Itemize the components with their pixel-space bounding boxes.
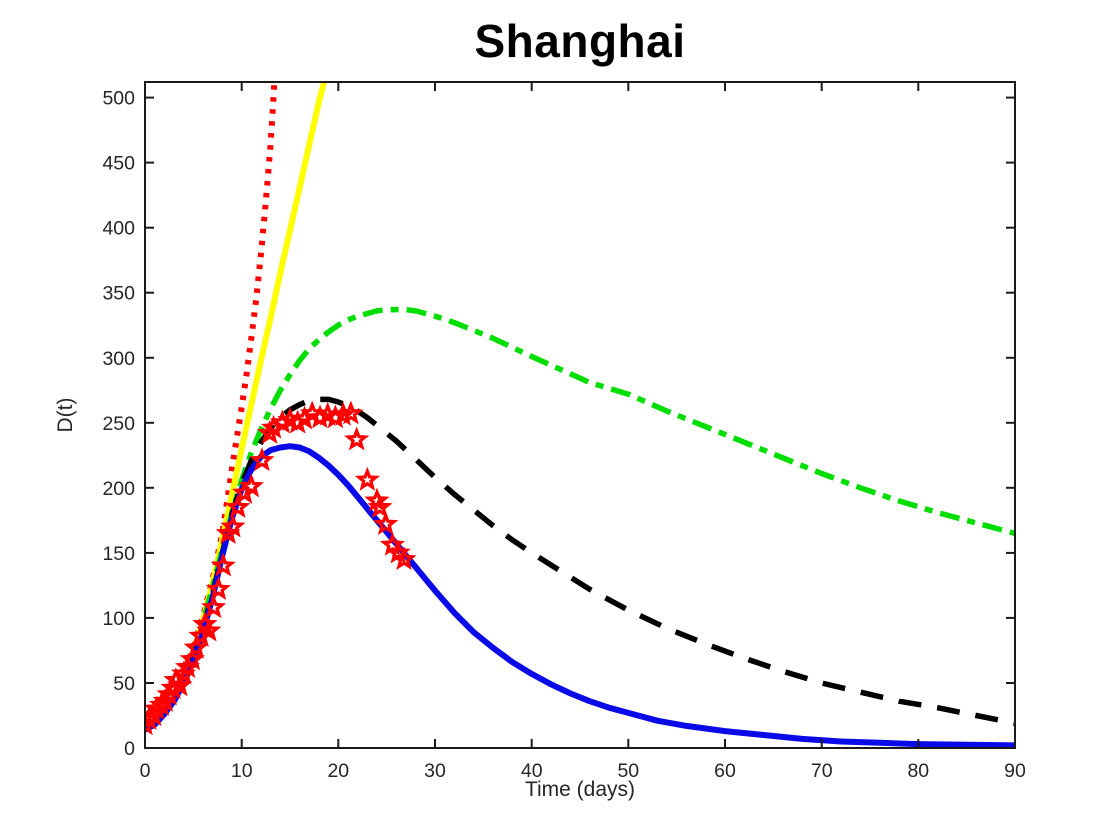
data-marker — [201, 594, 227, 619]
data-marker — [179, 646, 205, 671]
data-marker — [338, 400, 364, 425]
data-marker — [354, 466, 380, 491]
curve-red-dotted-model — [145, 82, 278, 730]
data-marker — [367, 494, 393, 519]
curve-green-dashdot-model — [145, 306, 1015, 731]
x-tick-label: 0 — [140, 760, 151, 782]
data-marker — [344, 426, 370, 451]
y-tick-label: 500 — [102, 88, 135, 110]
x-axis-ticks: 0 10 20 30 40 50 60 70 80 90 — [140, 82, 1026, 782]
data-marker — [322, 404, 348, 429]
data-marker — [220, 513, 246, 538]
y-tick-label: 300 — [102, 348, 135, 370]
x-tick-label: 40 — [521, 760, 543, 782]
data-marker — [238, 473, 264, 498]
x-tick-label: 50 — [617, 760, 639, 782]
x-tick-label: 30 — [424, 760, 446, 782]
data-marker — [373, 511, 399, 535]
data-marker — [183, 634, 209, 659]
plot-background — [145, 82, 1015, 748]
data-marker — [205, 576, 231, 600]
y-tick-label: 0 — [124, 738, 135, 760]
axes-box — [144, 81, 1016, 749]
chart-title: Shanghai — [474, 15, 686, 67]
data-marker — [210, 552, 236, 577]
curves — [145, 82, 1015, 748]
x-tick-label: 10 — [231, 760, 253, 782]
y-tick-label: 50 — [113, 673, 135, 695]
x-tick-label: 20 — [327, 760, 349, 782]
x-tick-label: 90 — [1004, 760, 1026, 782]
y-tick-label: 250 — [102, 413, 135, 435]
data-marker — [225, 494, 251, 519]
data-marker — [391, 546, 417, 571]
data-marker — [330, 401, 356, 426]
scatter-reported-data-points — [145, 400, 417, 736]
y-tick-label: 400 — [102, 218, 135, 240]
y-tick-label: 200 — [102, 478, 135, 500]
x-axis-label: Time (days) — [524, 778, 636, 801]
data-marker — [188, 622, 214, 647]
data-marker — [249, 447, 275, 472]
data-marker — [167, 672, 193, 697]
data-marker — [196, 617, 222, 642]
y-tick-label: 150 — [102, 543, 135, 565]
x-tick-label: 70 — [811, 760, 833, 782]
y-axis-ticks: 0 50 100 150 200 250 300 350 400 450 500 — [102, 88, 1015, 760]
y-tick-label: 350 — [102, 283, 135, 305]
x-tick-label: 80 — [907, 760, 929, 782]
y-tick-label: 450 — [102, 153, 135, 175]
y-tick-label: 100 — [102, 608, 135, 630]
x-tick-label: 60 — [714, 760, 736, 782]
curve-blue-solid-model — [145, 443, 1015, 748]
